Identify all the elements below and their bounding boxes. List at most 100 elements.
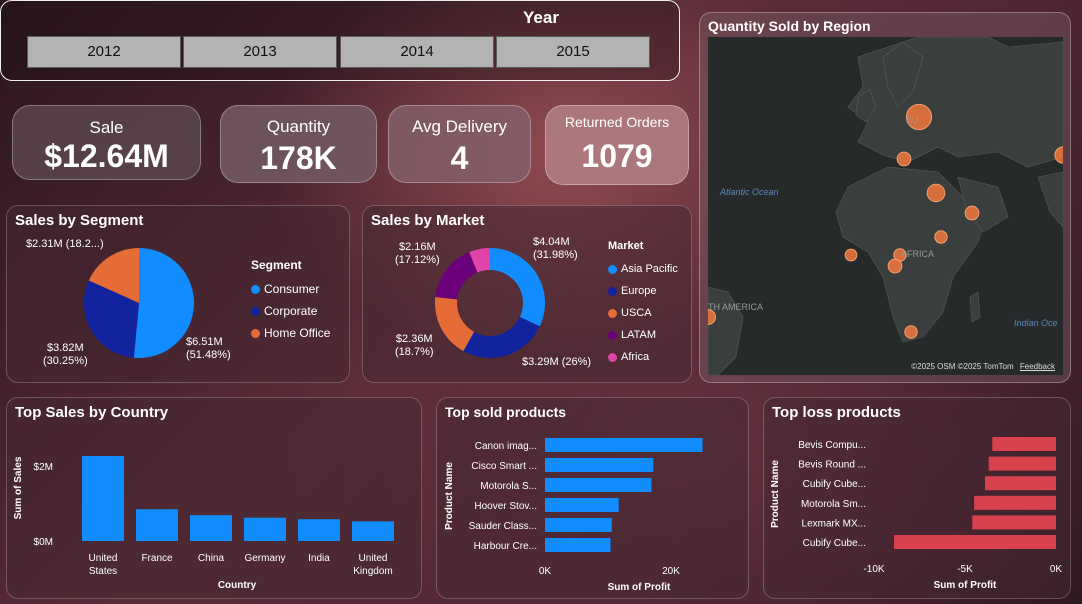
segment-pie-chart (84, 248, 194, 358)
map-label-indian-ocean: Indian Oce (1014, 318, 1058, 328)
map-bubble-4 (964, 205, 980, 221)
loss-bar-2 (985, 476, 1056, 491)
market-legend-latam[interactable]: LATAM (608, 324, 678, 346)
year-button-2012[interactable]: 2012 (27, 36, 181, 68)
europe-landmass (847, 37, 1063, 168)
market-slice-4 (469, 248, 490, 273)
market-legend-africa[interactable]: Africa (608, 346, 678, 368)
sold-bar-5 (545, 538, 611, 552)
market-label-latam-pct: (17.12%) (395, 254, 440, 266)
segment-legend-consumer[interactable]: Consumer (251, 278, 330, 300)
segment-label-home-office: $2.31M (18.2...) (26, 238, 104, 250)
market-legend-label: Europe (621, 285, 657, 297)
country-bar-united-states (82, 456, 124, 541)
country-x-tick-label: France (141, 553, 173, 564)
year-button-2015[interactable]: 2015 (496, 36, 650, 68)
sold-title: Top sold products (445, 404, 567, 420)
sold-y-tick-label: Motorola S... (480, 481, 537, 492)
quantity-by-region-panel: Quantity Sold by Region Atlantic Ocean E… (699, 12, 1071, 383)
segment-label-corporate-pct: (30.25%) (43, 355, 88, 367)
market-legend-label: Asia Pacific (621, 263, 678, 275)
kpi-avg-delivery-label: Avg Delivery (411, 117, 508, 136)
loss-bar-chart: Product Name -10K -5K 0K Sum of Profit B… (770, 437, 1063, 591)
segment-slice-0 (133, 248, 194, 358)
sold-y-title: Product Name (444, 462, 455, 530)
country-bar-france (136, 509, 178, 541)
year-button-2013[interactable]: 2013 (183, 36, 337, 68)
loss-x-tick-0k: 0K (1050, 564, 1063, 575)
kpi-avg-delivery-value: 4 (450, 140, 469, 176)
market-legend-usca[interactable]: USCA (608, 302, 678, 324)
market-slice-2 (435, 297, 475, 352)
sold-y-tick-label: Hoover Stov... (474, 501, 537, 512)
map-bubble-2 (1054, 146, 1063, 164)
top-loss-products-panel: Top loss products Product Name -10K -5K … (763, 397, 1071, 599)
kpi-returned-orders-label: Returned Orders (564, 114, 670, 130)
segment-legend-swatch (251, 307, 260, 317)
sold-bar-0 (545, 438, 703, 452)
market-label-europe: $3.29M (26%) (522, 356, 592, 368)
loss-y-tick-label: Bevis Round ... (798, 460, 866, 471)
segment-legend-corporate[interactable]: Corporate (251, 300, 330, 322)
country-x-tick-label: India (308, 553, 330, 564)
sold-y-tick-label: Cisco Smart ... (471, 461, 537, 472)
kpi-sale-value: $12.64M (44, 138, 169, 174)
map-credits: ©2025 OSM ©2025 TomTom Feedback (911, 362, 1055, 371)
madagascar-landmass (969, 291, 981, 323)
year-slicer-title: Year (523, 8, 559, 27)
segment-legend-home-office[interactable]: Home Office (251, 322, 330, 344)
region-map[interactable]: Atlantic Ocean EU AFRICA TH AMERICA Indi… (708, 37, 1063, 375)
country-x-tick-label: United (89, 553, 118, 564)
uk-landmass (855, 88, 877, 123)
sold-x-tick-0k: 0K (539, 566, 552, 577)
loss-y-title: Product Name (770, 460, 781, 528)
segment-legend-label: Corporate (264, 304, 318, 318)
sold-y-tick-label: Sauder Class... (469, 521, 537, 532)
kpi-returned-orders-card: Returned Orders 1079 (545, 105, 689, 185)
map-bubble-3 (926, 183, 946, 203)
loss-bar-1 (988, 456, 1056, 471)
country-x-tick-label: Germany (244, 553, 285, 564)
country-title: Top Sales by Country (15, 404, 169, 421)
market-label-asia-pacific-value: $4.04M (533, 236, 570, 248)
sold-bar-3 (545, 498, 619, 512)
market-label-asia-pacific: $4.04M (31.98%) (533, 236, 578, 262)
india-landmass (1037, 171, 1063, 228)
loss-bar-5 (894, 535, 1056, 549)
market-slice-1 (463, 317, 540, 358)
map-bubble-5 (934, 230, 948, 244)
market-legend-label: USCA (621, 307, 652, 319)
loss-y-tick-label: Motorola Sm... (801, 499, 866, 510)
country-bar-chart: Sum of Sales $2M $0M Country United State… (13, 456, 394, 591)
sales-by-market-panel: Sales by Market $4.04M (31.98%) $2.16M (… (362, 205, 692, 383)
map-feedback-link[interactable]: Feedback (1019, 362, 1055, 371)
loss-y-tick-label: Lexmark MX... (802, 518, 866, 529)
year-slicer: Year 2012 2013 2014 2015 (0, 0, 680, 81)
segment-legend-label: Consumer (264, 282, 320, 296)
sold-bar-chart: Product Name 0K 20K Sum of Profit Canon … (444, 438, 703, 593)
segment-label-consumer: $6.51M (51.48%) (186, 336, 231, 362)
country-bar-united-kingdom (352, 521, 394, 541)
segment-legend: Segment Consumer Corporate Home Office (251, 258, 330, 344)
market-title: Sales by Market (371, 212, 485, 229)
map-bubble-10 (904, 325, 918, 339)
map-title: Quantity Sold by Region (708, 18, 871, 34)
market-legend-asia-pacific[interactable]: Asia Pacific (608, 258, 678, 280)
loss-x-tick-neg5k: -5K (957, 564, 973, 575)
country-x-title: Country (218, 580, 257, 591)
map-svg (708, 37, 1063, 375)
market-donut-chart (435, 248, 545, 358)
segment-label-consumer-pct: (51.48%) (186, 349, 231, 361)
year-button-2014[interactable]: 2014 (340, 36, 494, 68)
market-label-latam-value: $2.16M (398, 241, 436, 253)
top-sales-by-country-panel: Top Sales by Country Sum of Sales $2M $0… (6, 397, 422, 599)
top-sold-products-panel: Top sold products Product Name 0K 20K Su… (436, 397, 749, 599)
country-x-tick-label: China (198, 553, 225, 564)
map-bubble-7 (887, 258, 903, 274)
kpi-quantity-value: 178K (260, 140, 337, 176)
sold-y-tick-label: Harbour Cre... (474, 541, 537, 552)
segment-legend-title: Segment (251, 258, 302, 272)
segment-title: Sales by Segment (15, 212, 144, 229)
loss-bar-4 (972, 515, 1056, 530)
market-legend-europe[interactable]: Europe (608, 280, 678, 302)
